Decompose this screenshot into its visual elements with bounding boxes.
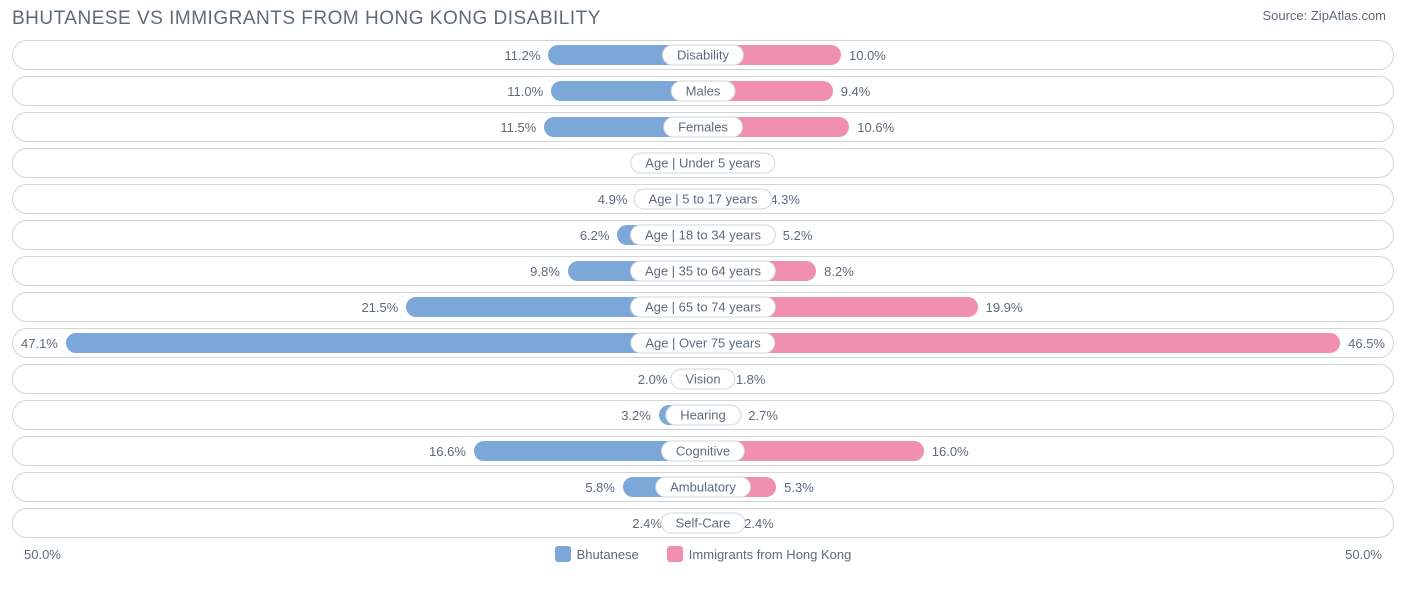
- left-value-label: 11.0%: [499, 84, 551, 99]
- category-label: Self-Care: [661, 513, 746, 534]
- chart-row: 16.6% 16.0% Cognitive: [12, 436, 1394, 466]
- category-label: Age | 5 to 17 years: [634, 189, 773, 210]
- chart-row: 2.0% 1.8%Vision: [12, 364, 1394, 394]
- category-label: Age | 35 to 64 years: [630, 261, 776, 282]
- legend-swatch-right: [667, 546, 683, 562]
- axis-max-left: 50.0%: [24, 547, 61, 562]
- category-label: Ambulatory: [655, 477, 751, 498]
- row-right-half: 16.0%: [703, 437, 1393, 465]
- right-value-label: 10.0%: [841, 48, 894, 63]
- left-value-label: 9.8%: [522, 264, 568, 279]
- left-value-label: 2.0%: [630, 372, 676, 387]
- left-value-label: 5.8%: [577, 480, 623, 495]
- category-label: Age | Under 5 years: [630, 153, 775, 174]
- right-value-label: 2.7%: [740, 408, 786, 423]
- row-right-half: 1.8%: [703, 365, 1393, 393]
- row-left-half: 2.4%: [13, 509, 703, 537]
- legend-label-left: Bhutanese: [577, 547, 639, 562]
- chart-row: 11.2% 10.0% Disability: [12, 40, 1394, 70]
- row-left-half: 2.0%: [13, 365, 703, 393]
- left-value-label: 11.2%: [497, 48, 549, 63]
- right-value-label: 10.6%: [849, 120, 902, 135]
- left-value-label: 4.9%: [590, 192, 636, 207]
- row-right-half: 10.6%: [703, 113, 1393, 141]
- row-left-half: 11.0%: [13, 77, 703, 105]
- right-value-label: 5.3%: [776, 480, 822, 495]
- category-label: Hearing: [665, 405, 741, 426]
- legend: Bhutanese Immigrants from Hong Kong: [61, 546, 1345, 562]
- left-value-label: 16.6%: [421, 444, 474, 459]
- category-label: Age | 65 to 74 years: [630, 297, 776, 318]
- row-left-half: 9.8%: [13, 257, 703, 285]
- row-left-half: 11.5%: [13, 113, 703, 141]
- chart-row: 21.5% 19.9% Age | 65 to 74 years: [12, 292, 1394, 322]
- right-value-label: 46.5%: [1340, 336, 1393, 351]
- category-label: Cognitive: [661, 441, 745, 462]
- row-right-half: 5.3%: [703, 473, 1393, 501]
- category-label: Age | Over 75 years: [630, 333, 775, 354]
- row-left-half: 47.1%: [13, 329, 703, 357]
- row-right-half: 4.3%: [703, 185, 1393, 213]
- left-value-label: 11.5%: [492, 120, 544, 135]
- row-left-half: 16.6%: [13, 437, 703, 465]
- chart-area: 11.2%10.0%Disability11.0%9.4%Males11.5%1…: [0, 34, 1406, 538]
- right-value-label: 9.4%: [833, 84, 879, 99]
- chart-row: 5.8% 5.3% Ambulatory: [12, 472, 1394, 502]
- legend-swatch-left: [555, 546, 571, 562]
- row-right-half: 10.0%: [703, 41, 1393, 69]
- left-value-label: 3.2%: [613, 408, 659, 423]
- right-value-label: 8.2%: [816, 264, 862, 279]
- legend-item-left: Bhutanese: [555, 546, 639, 562]
- left-value-label: 6.2%: [572, 228, 618, 243]
- left-bar: [66, 333, 703, 353]
- chart-row: 3.2% 2.7%Hearing: [12, 400, 1394, 430]
- row-right-half: 0.95%: [703, 149, 1393, 177]
- row-left-half: 3.2%: [13, 401, 703, 429]
- row-left-half: 4.9%: [13, 185, 703, 213]
- chart-title: BHUTANESE VS IMMIGRANTS FROM HONG KONG D…: [12, 8, 601, 30]
- row-right-half: 2.7%: [703, 401, 1393, 429]
- row-right-half: 19.9%: [703, 293, 1393, 321]
- chart-row: 6.2% 5.2%Age | 18 to 34 years: [12, 220, 1394, 250]
- right-value-label: 16.0%: [924, 444, 977, 459]
- row-right-half: 46.5%: [703, 329, 1393, 357]
- category-label: Age | 18 to 34 years: [630, 225, 776, 246]
- category-label: Disability: [662, 45, 744, 66]
- row-left-half: 21.5%: [13, 293, 703, 321]
- category-label: Males: [671, 81, 736, 102]
- category-label: Females: [663, 117, 743, 138]
- row-left-half: 5.8%: [13, 473, 703, 501]
- right-value-label: 5.2%: [775, 228, 821, 243]
- left-value-label: 47.1%: [13, 336, 66, 351]
- chart-row: 4.9% 4.3%Age | 5 to 17 years: [12, 184, 1394, 214]
- chart-row: 47.1% 46.5% Age | Over 75 years: [12, 328, 1394, 358]
- row-right-half: 8.2%: [703, 257, 1393, 285]
- chart-footer: 50.0% Bhutanese Immigrants from Hong Kon…: [0, 544, 1406, 562]
- row-left-half: 1.2%: [13, 149, 703, 177]
- right-value-label: 19.9%: [978, 300, 1031, 315]
- row-right-half: 2.4%: [703, 509, 1393, 537]
- right-bar: [703, 333, 1340, 353]
- legend-item-right: Immigrants from Hong Kong: [667, 546, 852, 562]
- row-right-half: 5.2%: [703, 221, 1393, 249]
- chart-row: 2.4%2.4%Self-Care: [12, 508, 1394, 538]
- left-value-label: 21.5%: [353, 300, 406, 315]
- axis-max-right: 50.0%: [1345, 547, 1382, 562]
- chart-row: 11.5% 10.6% Females: [12, 112, 1394, 142]
- chart-row: 11.0% 9.4% Males: [12, 76, 1394, 106]
- row-left-half: 11.2%: [13, 41, 703, 69]
- legend-label-right: Immigrants from Hong Kong: [689, 547, 852, 562]
- row-left-half: 6.2%: [13, 221, 703, 249]
- row-right-half: 9.4%: [703, 77, 1393, 105]
- source-attribution: Source: ZipAtlas.com: [1262, 8, 1386, 23]
- chart-row: 9.8% 8.2% Age | 35 to 64 years: [12, 256, 1394, 286]
- header: BHUTANESE VS IMMIGRANTS FROM HONG KONG D…: [0, 0, 1406, 34]
- category-label: Vision: [670, 369, 735, 390]
- chart-row: 1.2%0.95%Age | Under 5 years: [12, 148, 1394, 178]
